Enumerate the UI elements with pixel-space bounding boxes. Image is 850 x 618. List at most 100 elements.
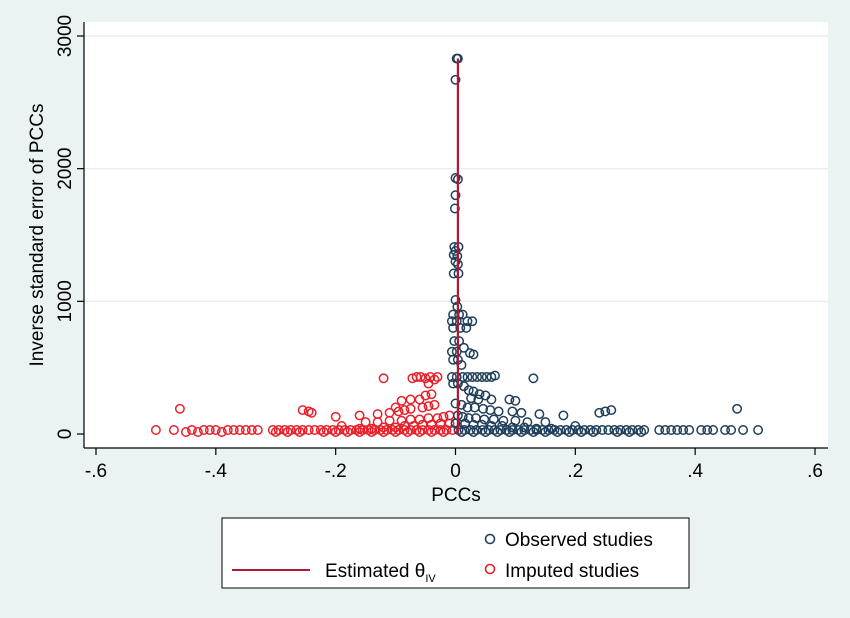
observed-point-16 bbox=[450, 295, 461, 305]
imputed-point-23 bbox=[354, 410, 365, 421]
x-axis-title: PCCs bbox=[431, 485, 481, 506]
observed-point-153 bbox=[588, 427, 599, 437]
imputed-point-79 bbox=[273, 425, 284, 435]
imputed-point-96 bbox=[402, 427, 413, 437]
observed-point-58 bbox=[486, 394, 497, 405]
legend-imputed-label: Imputed studies bbox=[505, 561, 639, 582]
imputed-point-81 bbox=[252, 425, 263, 435]
observed-point-154 bbox=[612, 427, 623, 437]
imputed-point-36 bbox=[384, 415, 395, 426]
imputed-point-15 bbox=[429, 399, 440, 410]
x-tick-label-0: -.6 bbox=[85, 461, 107, 482]
legend-imputed-marker bbox=[484, 563, 496, 575]
observed-point-122 bbox=[603, 425, 614, 435]
imputed-point-0 bbox=[432, 372, 443, 382]
imputed-point-74 bbox=[303, 425, 314, 435]
imputed-point-19 bbox=[399, 405, 410, 416]
observed-point-41 bbox=[462, 372, 473, 382]
observed-point-57 bbox=[473, 394, 484, 405]
imputed-point-55 bbox=[417, 425, 428, 435]
observed-point-71 bbox=[558, 410, 569, 421]
observed-point-27 bbox=[461, 322, 472, 333]
observed-point-63 bbox=[462, 402, 473, 413]
imputed-point-89 bbox=[198, 425, 209, 435]
observed-point-6 bbox=[449, 203, 460, 214]
observed-point-38 bbox=[446, 372, 457, 382]
imputed-point-106 bbox=[270, 427, 281, 437]
observed-point-80 bbox=[479, 414, 490, 425]
imputed-point-5 bbox=[411, 372, 422, 382]
imputed-point-35 bbox=[396, 415, 407, 426]
observed-point-56 bbox=[466, 393, 477, 404]
observed-point-151 bbox=[564, 427, 575, 437]
observed-point-29 bbox=[454, 336, 465, 347]
observed-point-156 bbox=[636, 427, 647, 437]
observed-point-2 bbox=[450, 74, 461, 85]
observed-point-19 bbox=[454, 309, 465, 320]
imputed-point-45 bbox=[390, 422, 401, 433]
observed-point-150 bbox=[552, 427, 563, 437]
imputed-point-28 bbox=[174, 403, 185, 414]
observed-point-53 bbox=[468, 386, 479, 397]
legend-observed-label: Observed studies bbox=[505, 530, 653, 551]
observed-point-139 bbox=[726, 425, 737, 435]
observed-point-136 bbox=[702, 425, 713, 435]
imputed-point-83 bbox=[240, 425, 251, 435]
imputed-point-87 bbox=[210, 425, 221, 435]
y-tick-label-2: 2000 bbox=[55, 148, 76, 190]
observed-point-69 bbox=[516, 407, 527, 418]
observed-point-74 bbox=[606, 405, 617, 416]
observed-point-143 bbox=[468, 427, 479, 437]
observed-point-144 bbox=[480, 427, 491, 437]
imputed-point-91 bbox=[168, 425, 179, 435]
y-tick-label-3: 3000 bbox=[55, 15, 76, 57]
imputed-point-84 bbox=[234, 425, 245, 435]
imputed-point-97 bbox=[390, 427, 401, 437]
observed-point-44 bbox=[476, 372, 487, 382]
imputed-point-26 bbox=[303, 406, 314, 417]
imputed-point-108 bbox=[192, 427, 203, 437]
imputed-point-68 bbox=[339, 425, 350, 435]
observed-point-133 bbox=[678, 425, 689, 435]
observed-point-34 bbox=[468, 349, 479, 360]
observed-point-134 bbox=[684, 425, 695, 435]
observed-point-148 bbox=[528, 427, 539, 437]
imputed-point-100 bbox=[354, 427, 365, 437]
x-tick-label-5: .4 bbox=[687, 461, 703, 482]
observed-point-5 bbox=[450, 190, 461, 201]
observed-point-72 bbox=[594, 407, 605, 418]
observed-point-130 bbox=[660, 425, 671, 435]
imputed-point-99 bbox=[366, 427, 377, 437]
x-tick-label-1: -.4 bbox=[205, 461, 228, 482]
y-tick-label-0: 0 bbox=[55, 429, 76, 440]
legend-estimate-subscript: IV bbox=[425, 573, 436, 585]
observed-point-132 bbox=[672, 425, 683, 435]
observed-point-26 bbox=[455, 322, 466, 333]
imputed-point-86 bbox=[222, 425, 233, 435]
imputed-point-6 bbox=[407, 373, 418, 384]
imputed-point-82 bbox=[246, 425, 257, 435]
imputed-point-102 bbox=[330, 427, 341, 437]
observed-point-138 bbox=[720, 425, 731, 435]
observed-point-146 bbox=[504, 427, 515, 437]
imputed-point-85 bbox=[228, 425, 239, 435]
observed-point-68 bbox=[507, 406, 518, 417]
x-tick-label-2: -.2 bbox=[325, 461, 347, 482]
x-tick-label-4: .2 bbox=[567, 461, 583, 482]
observed-point-137 bbox=[708, 425, 719, 435]
observed-point-54 bbox=[474, 389, 485, 400]
x-tick-label-3: 0 bbox=[450, 461, 461, 482]
imputed-point-92 bbox=[150, 425, 161, 435]
imputed-point-9 bbox=[426, 389, 437, 400]
legend: Estimated θIV Observed studies Imputed s… bbox=[221, 517, 690, 589]
legend-observed-marker bbox=[484, 533, 496, 545]
imputed-point-17 bbox=[417, 402, 428, 413]
imputed-point-94 bbox=[426, 427, 437, 437]
imputed-point-7 bbox=[378, 373, 389, 384]
imputed-point-93 bbox=[438, 427, 449, 437]
x-tick-label-6: .6 bbox=[807, 461, 823, 482]
observed-point-65 bbox=[478, 403, 489, 414]
y-axis-title: Inverse standard error of PCCs bbox=[27, 104, 48, 367]
legend-estimate-text: Estimated θ bbox=[325, 561, 425, 582]
